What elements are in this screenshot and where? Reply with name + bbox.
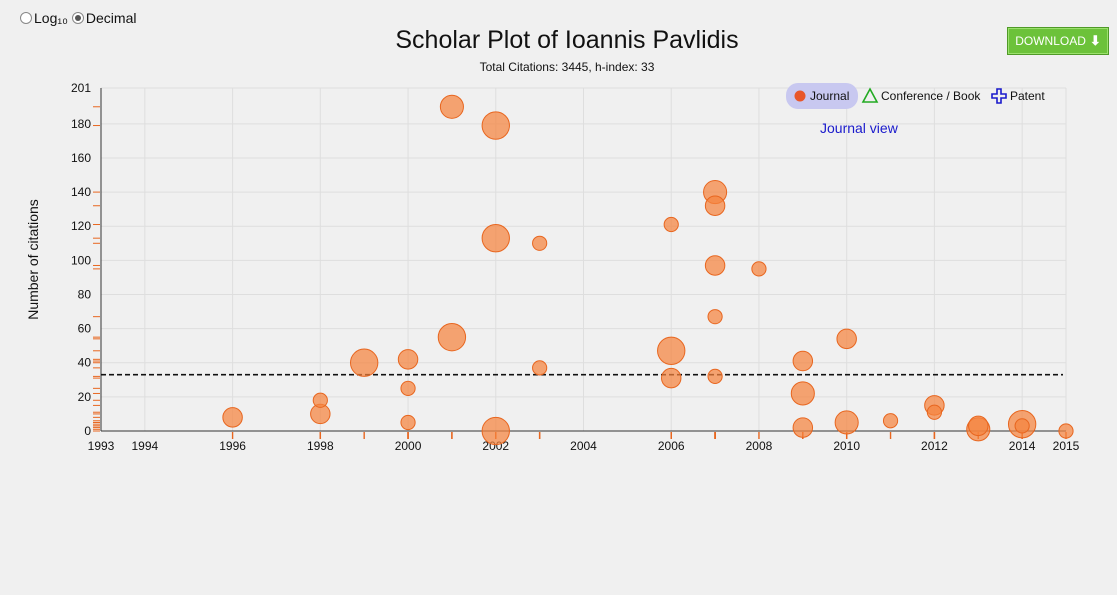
journal-point[interactable] [790,381,815,406]
journal-point[interactable] [704,195,726,216]
x-tick-label: 2015 [1053,439,1080,453]
legend-item-conference-book[interactable]: Conference / Book [861,87,981,103]
journal-point[interactable] [926,404,943,420]
journal-point[interactable] [657,336,686,365]
journal-point[interactable] [481,223,510,253]
legend-label: Conference / Book [881,89,981,103]
log-radio[interactable] [20,12,32,24]
y-tick-label: 20 [78,390,92,404]
y-tick-label: 201 [71,81,91,95]
page-title: Scholar Plot of Ioannis Pavlidis [395,26,739,54]
rug-marks [93,106,1067,439]
x-tick-label: 1993 [88,439,115,453]
journal-point[interactable] [792,350,814,372]
x-tick-label: 2004 [570,439,597,453]
legend-highlight [786,83,858,109]
legend-item-patent[interactable]: Patent [991,88,1045,104]
data-points [222,94,1074,446]
chart-axes: 0 20 40 60 80 100 120 140 160 180 201 1993 1994 1996 1… [25,81,1080,453]
journal-point[interactable] [704,255,726,276]
journal-point[interactable] [481,111,510,140]
page-subtitle: Total Citations: 3445, h-index: 33 [479,60,655,74]
journal-point[interactable] [397,349,419,370]
journal-point[interactable] [882,413,899,429]
journal-point[interactable] [836,328,857,350]
journal-point[interactable] [222,407,243,428]
x-tick-label: 1996 [219,439,246,453]
y-tick-label: 100 [71,253,91,267]
legend: Journal Conference / Book Patent [786,83,1045,109]
journal-point[interactable] [532,360,548,376]
grid-lines [100,87,1067,432]
legend-item-journal[interactable]: Journal [786,83,858,109]
journal-point[interactable] [439,94,464,119]
journal-point[interactable] [1014,418,1030,434]
x-tick-label: 2014 [1009,439,1036,453]
journal-point[interactable] [968,415,989,437]
journal-point[interactable] [349,348,379,377]
y-tick-label: 180 [71,117,91,131]
download-icon: ⬇ [1089,33,1101,48]
x-tick-label: 1998 [307,439,334,453]
journal-point[interactable] [400,414,416,431]
journal-point[interactable] [834,410,859,435]
decimal-radio[interactable] [71,12,84,24]
journal-point[interactable] [312,392,328,408]
journal-point[interactable] [437,322,467,352]
legend-label: Journal [810,89,849,103]
x-tick-label: 2000 [395,439,422,453]
y-tick-label: 140 [71,185,91,199]
journal-point[interactable] [400,380,416,396]
journal-point[interactable] [660,367,682,389]
journal-view-label: Journal view [820,120,898,136]
scale-toggle: Log₁₀ Decimal [20,10,140,26]
y-tick-label: 0 [84,424,91,438]
log-radio-label[interactable]: Log₁₀ [34,10,68,26]
journal-point[interactable] [532,235,548,251]
journal-point[interactable] [707,309,723,325]
x-tick-label: 2010 [833,439,860,453]
cross-icon [991,88,1007,104]
y-tick-label: 160 [71,151,91,165]
filled-circle-icon [794,90,806,102]
download-label: DOWNLOAD [1015,34,1086,48]
x-tick-label: 2006 [658,439,685,453]
journal-point[interactable] [707,368,723,384]
x-tick-label: 2012 [921,439,948,453]
y-axis-label: Number of citations [25,199,41,320]
journal-point[interactable] [1058,423,1074,439]
legend-label: Patent [1010,89,1045,103]
triangle-icon [861,87,879,103]
journal-point[interactable] [481,416,510,446]
journal-point[interactable] [751,261,767,277]
y-tick-label: 40 [78,356,92,370]
y-tick-label: 80 [78,287,92,301]
y-tick-label: 120 [71,219,91,233]
x-tick-label: 2008 [746,439,773,453]
download-button[interactable]: DOWNLOAD ⬇ [1007,27,1109,55]
journal-point[interactable] [663,216,679,233]
journal-point[interactable] [792,417,814,438]
y-tick-label: 60 [78,322,92,336]
decimal-radio-label[interactable]: Decimal [85,10,137,26]
x-tick-label: 1994 [132,439,159,453]
